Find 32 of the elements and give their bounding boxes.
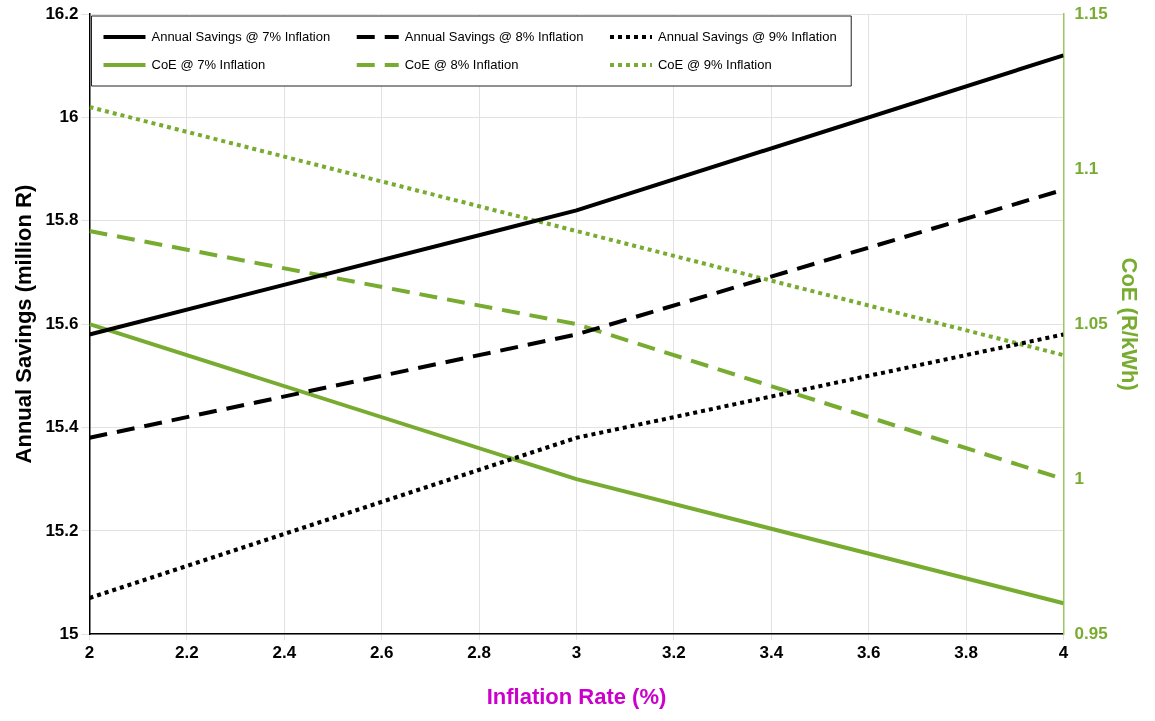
y-axis-title: Annual Savings (million R) — [11, 184, 37, 464]
legend-label: Annual Savings @ 7% Inflation — [151, 28, 331, 44]
y-tick-label: 16.2 — [45, 3, 79, 23]
y-tick-label: 16 — [59, 107, 79, 127]
x-tick-label: 4 — [1058, 643, 1069, 663]
x-tick-label: 2.4 — [272, 643, 297, 663]
legend-label: CoE @ 9% Inflation — [657, 56, 772, 72]
y-tick-label: 15.6 — [45, 313, 79, 333]
y-tick-label: 15 — [59, 623, 79, 643]
x-tick-label: 2.2 — [175, 643, 199, 663]
y-tick-label: 15.4 — [45, 417, 80, 437]
x-tick-label: 3 — [571, 643, 582, 663]
y2-tick-label: 1.15 — [1074, 3, 1108, 23]
y-tick-label: 15.8 — [45, 210, 79, 230]
x-tick-label: 3.6 — [856, 643, 881, 663]
x-tick-label: 3.2 — [662, 643, 686, 663]
y2-tick-label: 1.05 — [1074, 313, 1108, 333]
legend-label: CoE @ 8% Inflation — [404, 56, 519, 72]
legend-label: CoE @ 7% Inflation — [151, 56, 266, 72]
x-tick-label: 2 — [84, 643, 95, 663]
x-axis-title: Inflation Rate (%) — [486, 683, 667, 709]
y-tick-label: 15.2 — [45, 520, 79, 540]
y2-tick-label: 1.1 — [1074, 158, 1099, 178]
y2-axis-title: CoE (R/kWh) — [1116, 257, 1142, 391]
x-tick-label: 2.8 — [467, 643, 491, 663]
y2-tick-label: 0.95 — [1074, 623, 1108, 643]
x-tick-label: 3.4 — [759, 643, 784, 663]
legend-label: Annual Savings @ 9% Inflation — [657, 28, 837, 44]
x-tick-label: 2.6 — [369, 643, 394, 663]
legend-label: Annual Savings @ 8% Inflation — [404, 28, 584, 44]
y2-tick-label: 1 — [1074, 468, 1084, 488]
x-tick-label: 3.8 — [954, 643, 978, 663]
